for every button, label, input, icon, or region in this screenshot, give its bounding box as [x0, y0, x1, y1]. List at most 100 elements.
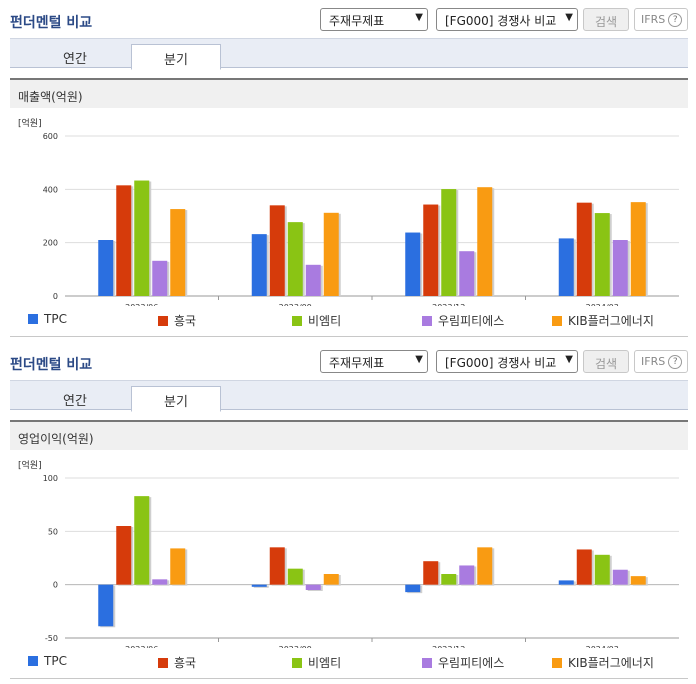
bar [152, 260, 168, 296]
bar [423, 204, 439, 296]
bar [576, 549, 592, 585]
peer-group-value: [FG000] 경쟁사 비교 [445, 356, 557, 370]
bar [594, 554, 610, 585]
bar [152, 579, 168, 585]
bar [116, 526, 132, 585]
tab-annual[interactable]: 연간 [63, 52, 87, 67]
ifrs-label: IFRS [641, 13, 666, 26]
tab-quarterly[interactable]: 분기 [131, 44, 221, 70]
legend-item[interactable]: 우림피티에스 [422, 654, 504, 671]
legend-item[interactable]: 비엠티 [292, 654, 341, 671]
operating-profit-bar-chart: [억원] -50 0 50 100 2023/06 2023/09 2023/12 2024/0… [18, 459, 679, 648]
x-tick-label: 2023/09 [279, 645, 312, 648]
x-tick-label: 2023/12 [432, 303, 465, 306]
legend-swatch [158, 316, 168, 326]
legend-item[interactable]: 우림피티에스 [422, 312, 504, 329]
x-tick-label: 2023/06 [125, 303, 158, 306]
search-button[interactable]: 검색 [583, 8, 629, 31]
divider [10, 678, 688, 679]
ifrs-label: IFRS [641, 355, 666, 368]
legend-item[interactable]: TPC [28, 654, 67, 668]
chart-legend: TPC 흥국 비엠티 우림피티에스 KIB플러그에너지 [28, 654, 688, 670]
ifrs-help-button[interactable]: IFRS? [634, 350, 688, 373]
peer-group-select[interactable]: [FG000] 경쟁사 비교 ▼ [436, 8, 578, 31]
x-tick-label: 2023/12 [432, 645, 465, 648]
legend-item[interactable]: KIB플러그에너지 [552, 654, 654, 671]
legend-swatch [422, 316, 432, 326]
bar [612, 569, 628, 585]
search-button[interactable]: 검색 [583, 350, 629, 373]
legend-label: 비엠티 [308, 314, 342, 328]
legend-label: KIB플러그에너지 [568, 656, 654, 670]
ifrs-help-button[interactable]: IFRS? [634, 8, 688, 31]
bar [558, 238, 574, 296]
bar [630, 202, 646, 296]
bar [405, 232, 421, 296]
chart-heading: 영업이익(억원) [10, 420, 688, 450]
bar [441, 574, 457, 585]
help-icon: ? [668, 355, 683, 369]
bar [477, 547, 493, 585]
chevron-down-icon: ▼ [565, 12, 573, 23]
x-tick-label: 2023/06 [125, 645, 158, 648]
unit-label: [억원] [18, 459, 42, 471]
bar [594, 213, 610, 296]
legend-swatch [552, 316, 562, 326]
statement-type-select[interactable]: 주재무제표 ▼ [320, 8, 428, 31]
bar [269, 547, 285, 585]
bar [251, 234, 267, 296]
y-tick-label: 50 [48, 527, 58, 536]
chevron-down-icon: ▼ [415, 354, 423, 365]
x-tick-label: 2024/03 [586, 303, 619, 306]
bar [287, 222, 303, 296]
y-tick-label: 200 [43, 239, 58, 248]
chart-heading: 매출액(억원) [10, 78, 688, 108]
period-tabs: 연간 분기 [10, 380, 688, 412]
legend-swatch [28, 314, 38, 324]
legend-swatch [28, 656, 38, 666]
legend-label: 흥국 [174, 314, 197, 328]
comparison-panel-operating-profit: 펀더멘털 비교 주재무제표 ▼ [FG000] 경쟁사 비교 ▼ 검색 IFRS… [0, 342, 696, 684]
legend-label: 우림피티에스 [438, 656, 505, 670]
divider [10, 336, 688, 337]
legend-label: 흥국 [174, 656, 197, 670]
legend-item[interactable]: 흥국 [158, 312, 196, 329]
statement-type-value: 주재무제표 [329, 356, 385, 370]
legend-swatch [158, 658, 168, 668]
tab-annual[interactable]: 연간 [63, 394, 87, 409]
y-tick-label: 0 [53, 292, 58, 301]
bar [116, 185, 132, 296]
peer-group-value: [FG000] 경쟁사 비교 [445, 14, 557, 28]
peer-group-select[interactable]: [FG000] 경쟁사 비교 ▼ [436, 350, 578, 373]
bar [576, 202, 592, 296]
bar [98, 584, 114, 627]
chevron-down-icon: ▼ [565, 354, 573, 365]
bar [612, 240, 628, 296]
bar [405, 584, 421, 593]
y-tick-label: -50 [45, 634, 58, 643]
legend-item[interactable]: KIB플러그에너지 [552, 312, 654, 329]
legend-swatch [292, 658, 302, 668]
y-tick-label: 600 [43, 132, 58, 141]
legend-swatch [292, 316, 302, 326]
legend-label: TPC [44, 654, 67, 668]
legend-item[interactable]: TPC [28, 312, 67, 326]
help-icon: ? [668, 13, 683, 27]
statement-type-select[interactable]: 주재무제표 ▼ [320, 350, 428, 373]
bar [477, 187, 493, 296]
chevron-down-icon: ▼ [415, 12, 423, 23]
bar [98, 240, 114, 296]
tab-quarterly[interactable]: 분기 [131, 386, 221, 412]
legend-item[interactable]: 흥국 [158, 654, 196, 671]
legend-item[interactable]: 비엠티 [292, 312, 341, 329]
legend-label: 우림피티에스 [438, 314, 505, 328]
bar [170, 548, 186, 585]
period-tabs: 연간 분기 [10, 38, 688, 70]
legend-label: KIB플러그에너지 [568, 314, 654, 328]
panel-title: 펀더멘털 비교 [10, 15, 93, 31]
bar [305, 584, 321, 590]
y-tick-label: 400 [43, 185, 58, 194]
statement-type-value: 주재무제표 [329, 14, 385, 28]
legend-label: 비엠티 [308, 656, 342, 670]
chart-legend: TPC 흥국 비엠티 우림피티에스 KIB플러그에너지 [28, 312, 688, 328]
